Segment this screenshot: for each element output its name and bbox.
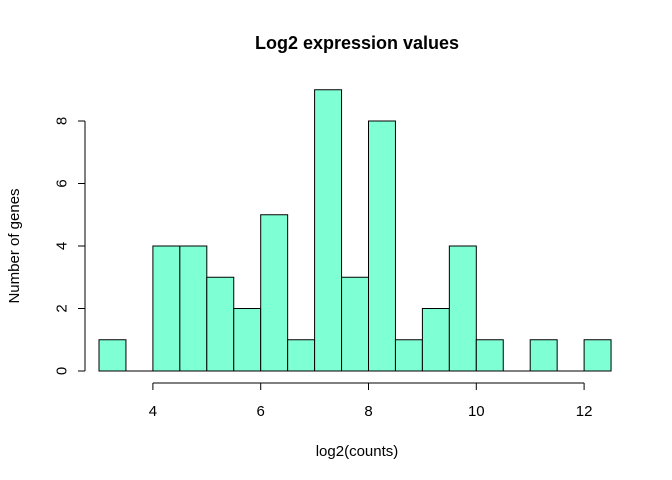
y-tick-label: 2 — [54, 304, 71, 312]
y-tick-label: 0 — [54, 367, 71, 375]
histogram-bar — [206, 276, 235, 372]
histogram-bar — [233, 308, 262, 372]
histogram-bar — [260, 214, 289, 372]
x-tick-label: 6 — [257, 403, 265, 420]
histogram-bar — [368, 120, 396, 372]
histogram-bar — [314, 89, 343, 372]
y-axis: 0 2 4 6 8 — [54, 117, 86, 375]
y-tick-label: 8 — [54, 117, 71, 125]
y-tick-label: 6 — [54, 179, 71, 187]
x-tick-label: 12 — [576, 403, 593, 420]
histogram-bar — [394, 339, 423, 372]
histogram-bar — [448, 245, 477, 372]
y-tick-label: 4 — [54, 242, 71, 250]
histogram-bar — [179, 245, 208, 372]
histogram-bar — [529, 339, 558, 372]
histogram-bar — [421, 308, 450, 372]
x-tick-label: 4 — [149, 403, 157, 420]
x-tick-label: 10 — [468, 403, 485, 420]
x-tick-label: 8 — [364, 403, 372, 420]
histogram-bar — [475, 339, 504, 372]
histogram-bar — [287, 339, 316, 372]
x-axis-label: log2(counts) — [316, 443, 399, 460]
chart-title: Log2 expression values — [255, 33, 459, 53]
histogram-bar — [583, 339, 612, 372]
y-axis-label: Number of genes — [6, 188, 23, 303]
histogram-bar — [152, 245, 181, 372]
histogram-bar — [341, 276, 369, 372]
bars-group — [98, 89, 612, 372]
x-axis: 4 6 8 10 12 — [149, 382, 593, 420]
histogram-bar — [98, 339, 127, 372]
